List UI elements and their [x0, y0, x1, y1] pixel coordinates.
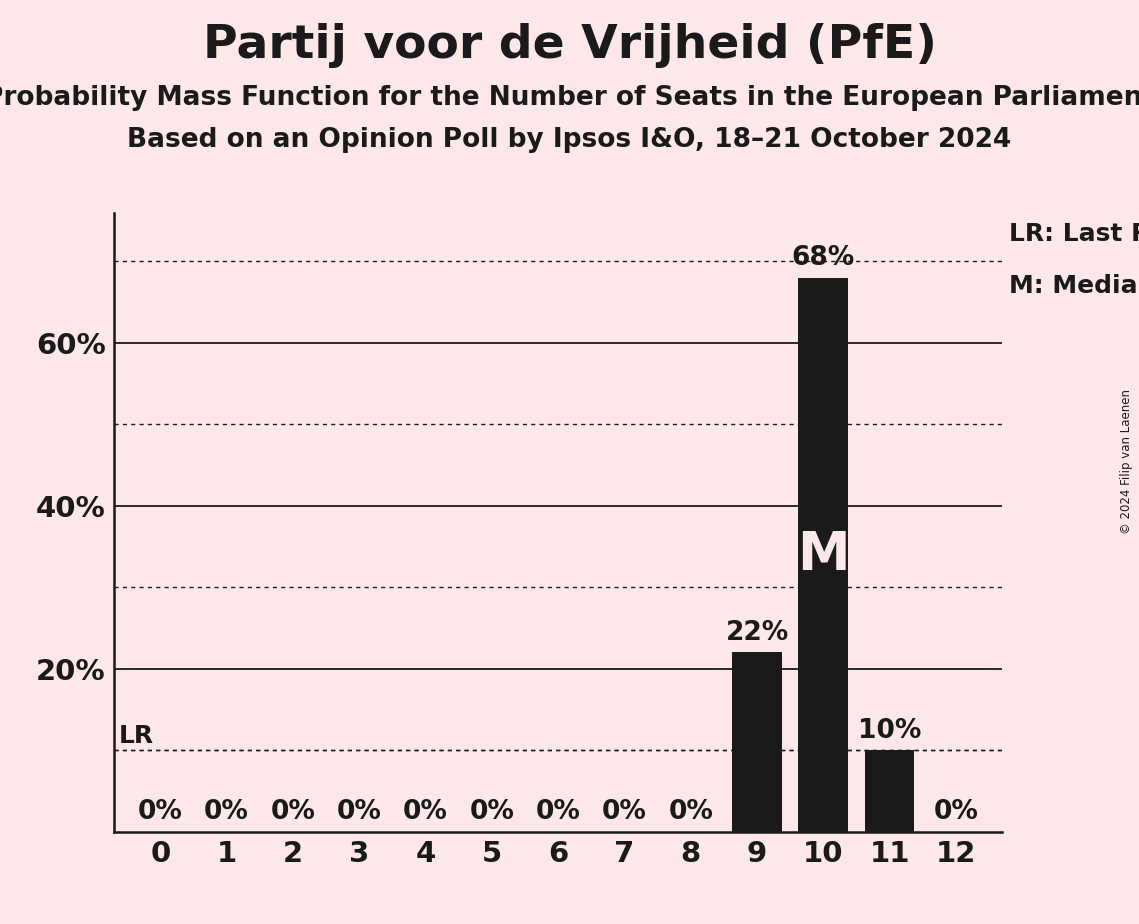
Text: LR: LR — [120, 723, 154, 748]
Text: 0%: 0% — [204, 799, 249, 825]
Text: 0%: 0% — [469, 799, 514, 825]
Text: 0%: 0% — [535, 799, 581, 825]
Text: 0%: 0% — [337, 799, 382, 825]
Text: M: M — [797, 529, 850, 580]
Text: M: Median: M: Median — [1009, 274, 1139, 298]
Text: 0%: 0% — [403, 799, 448, 825]
Bar — [798, 278, 849, 832]
Text: 0%: 0% — [934, 799, 978, 825]
Text: © 2024 Filip van Laenen: © 2024 Filip van Laenen — [1121, 390, 1133, 534]
Text: 0%: 0% — [669, 799, 713, 825]
Text: 0%: 0% — [603, 799, 647, 825]
Text: Partij voor de Vrijheid (PfE): Partij voor de Vrijheid (PfE) — [203, 23, 936, 68]
Text: Based on an Opinion Poll by Ipsos I&O, 18–21 October 2024: Based on an Opinion Poll by Ipsos I&O, 1… — [128, 127, 1011, 152]
Bar — [732, 652, 781, 832]
Text: 68%: 68% — [792, 245, 855, 271]
Text: Probability Mass Function for the Number of Seats in the European Parliament: Probability Mass Function for the Number… — [0, 85, 1139, 111]
Text: 0%: 0% — [138, 799, 182, 825]
Bar — [865, 750, 915, 832]
Text: 10%: 10% — [858, 718, 921, 744]
Text: 0%: 0% — [270, 799, 316, 825]
Text: 22%: 22% — [726, 620, 788, 646]
Text: LR: Last Result: LR: Last Result — [1009, 222, 1139, 246]
